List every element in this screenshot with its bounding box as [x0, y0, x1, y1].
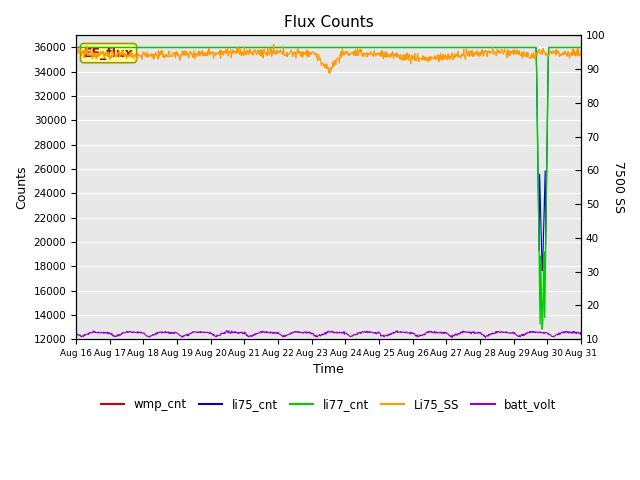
Legend: wmp_cnt, li75_cnt, li77_cnt, Li75_SS, batt_volt: wmp_cnt, li75_cnt, li77_cnt, Li75_SS, ba… — [96, 394, 561, 416]
Y-axis label: 7500 SS: 7500 SS — [612, 161, 625, 213]
Text: EE_flux: EE_flux — [84, 47, 134, 60]
X-axis label: Time: Time — [313, 363, 344, 376]
Title: Flux Counts: Flux Counts — [284, 15, 373, 30]
Y-axis label: Counts: Counts — [15, 166, 28, 209]
